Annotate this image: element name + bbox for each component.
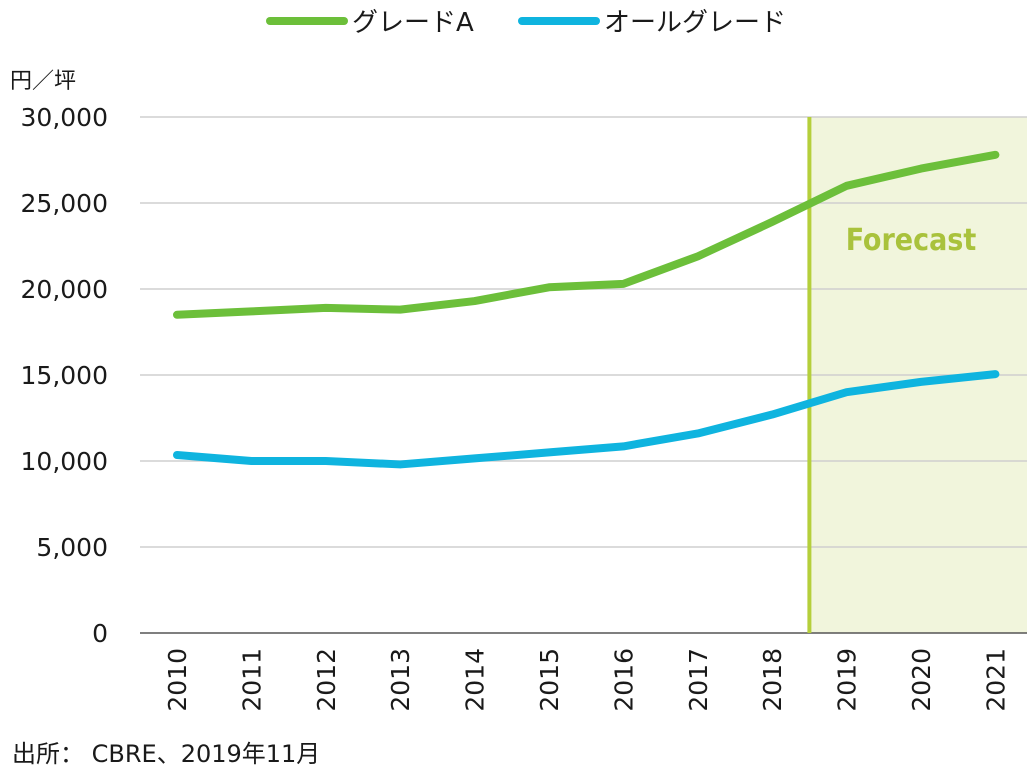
y-tick-label-15000: 15,000 [21,361,108,390]
x-tick-label-2019: 2019 [833,648,862,712]
legend: グレードA オールグレード [266,8,786,38]
series-lines [173,150,1000,469]
y-tick-label-10000: 10,000 [21,447,108,476]
y-tick-label-20000: 20,000 [21,275,108,304]
y-axis-unit-label: 円／坪 [10,69,76,94]
source-note: 出所： CBRE、2019年11月 [12,740,320,768]
series-line-0 [173,150,1000,319]
x-tick-label-2017: 2017 [684,648,713,712]
y-axis-tick-labels: 0 5,000 10,000 15,000 20,000 25,000 30,000 [21,103,108,648]
y-tick-label-25000: 25,000 [21,189,108,218]
legend-label-grade-a: グレードA [352,8,474,38]
x-tick-label-2015: 2015 [535,648,564,712]
x-tick-label-2021: 2021 [981,648,1010,712]
x-tick-label-2014: 2014 [461,648,490,712]
x-axis-tick-labels: 2010 2011 2012 2013 2014 2015 2016 2017 2018 2019… [163,648,1010,712]
x-tick-label-2013: 2013 [386,648,415,712]
series-line-1 [173,370,1000,469]
x-tick-label-2018: 2018 [758,648,787,712]
x-tick-label-2011: 2011 [237,648,266,712]
y-tick-label-5000: 5,000 [36,533,108,562]
x-tick-label-2016: 2016 [609,648,638,712]
y-tick-label-0: 0 [92,619,108,648]
forecast-label: Forecast [846,223,977,258]
x-tick-label-2010: 2010 [163,648,192,712]
x-tick-label-2020: 2020 [907,648,936,712]
x-tick-label-2012: 2012 [312,648,341,712]
y-tick-label-30000: 30,000 [21,103,108,132]
legend-label-all-grade: オールグレード [604,8,786,38]
